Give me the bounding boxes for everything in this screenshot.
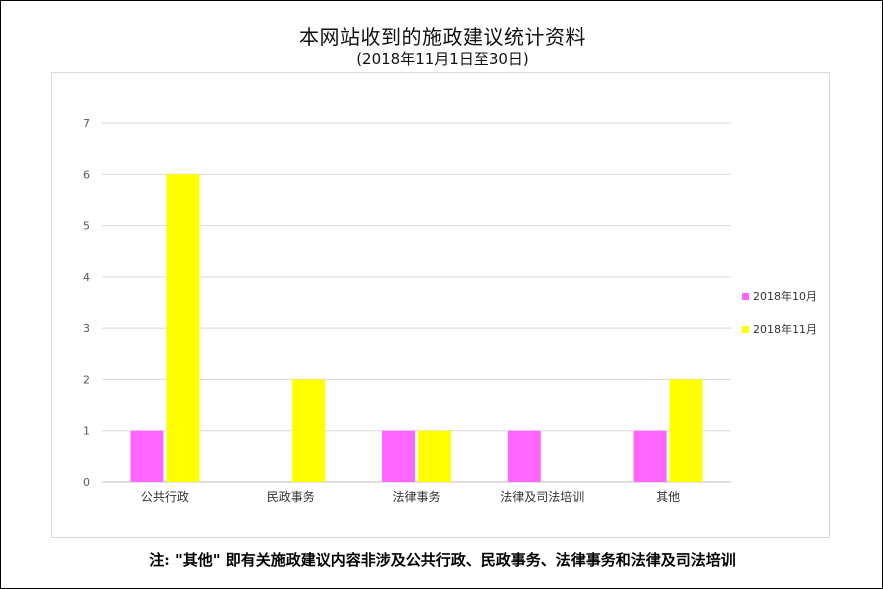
bar <box>669 379 703 482</box>
y-tick-label: 3 <box>83 322 90 335</box>
x-tick-label: 法律事务 <box>392 489 440 504</box>
x-tick-label: 公共行政 <box>141 490 189 504</box>
legend-swatch <box>742 326 749 333</box>
bar-chart: 0 1 2 3 4 5 6 7 公共行政 民政事务 法律事务 法律及司法培训 其他 2018年10月 201… <box>83 117 817 504</box>
chart-area: 0 1 2 3 4 5 6 7 公共行政 民政事务 法律事务 法律及司法培训 其他 2018年10月 201… <box>51 72 830 538</box>
y-tick-label: 1 <box>83 425 90 438</box>
x-tick-label: 民政事务 <box>267 489 315 504</box>
footnote: 注: "其他" 即有关施政建议内容非涉及公共行政、民政事务、法律事务和法律及司法… <box>149 551 736 569</box>
bar <box>130 430 164 482</box>
chart-subtitle: (2018年11月1日至30日) <box>356 50 529 68</box>
bar <box>382 430 415 482</box>
chart-title: 本网站收到的施政建议统计资料 <box>299 25 586 49</box>
y-tick-label: 7 <box>83 117 90 130</box>
y-tick-label: 6 <box>83 168 90 181</box>
y-tick-label: 4 <box>83 271 90 284</box>
y-tick-label: 2 <box>83 373 90 386</box>
bar <box>292 379 326 482</box>
legend-label: 2018年11月 <box>753 322 817 336</box>
x-tick-label: 其他 <box>656 490 680 504</box>
legend-label: 2018年10月 <box>753 289 817 303</box>
bar <box>507 430 541 482</box>
bar <box>418 430 451 482</box>
legend-swatch <box>742 293 749 300</box>
bar <box>166 174 200 482</box>
bar <box>633 430 667 482</box>
x-tick-label: 法律及司法培训 <box>500 489 584 504</box>
y-tick-label: 0 <box>83 476 90 489</box>
y-tick-label: 5 <box>83 220 90 233</box>
